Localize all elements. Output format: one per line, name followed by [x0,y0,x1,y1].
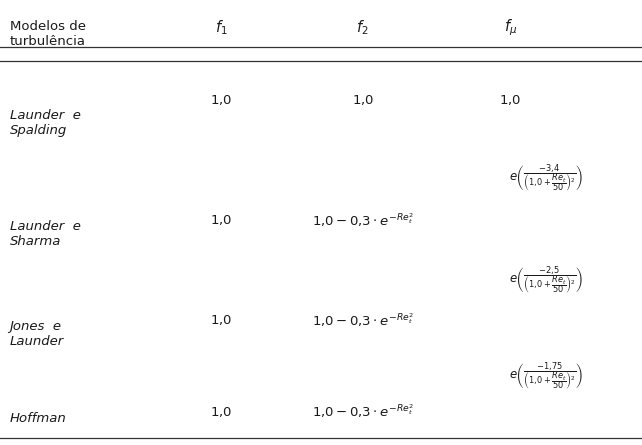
Text: $1{,}0-0{,}3\cdot e^{-Re_t^2}$: $1{,}0-0{,}3\cdot e^{-Re_t^2}$ [311,312,414,329]
Text: $1{,}0$: $1{,}0$ [211,405,232,419]
Text: $1{,}0-0{,}3\cdot e^{-Re_t^2}$: $1{,}0-0{,}3\cdot e^{-Re_t^2}$ [311,403,414,421]
Text: $1{,}0$: $1{,}0$ [499,93,521,107]
Text: Hoffman: Hoffman [10,412,66,425]
Text: $1{,}0$: $1{,}0$ [211,313,232,328]
Text: $1{,}0$: $1{,}0$ [352,93,374,107]
Text: Modelos de
turbulência: Modelos de turbulência [10,20,85,48]
Text: $1{,}0$: $1{,}0$ [211,213,232,227]
Text: $e^{\left(\dfrac{-1{,}75}{\left(1{,}0+\dfrac{Re_t}{50}\right)^{\!2}}\right)}$: $e^{\left(\dfrac{-1{,}75}{\left(1{,}0+\d… [509,360,582,392]
Text: $f_\mu$: $f_\mu$ [504,18,517,38]
Text: Launder  e
Sharma: Launder e Sharma [10,220,80,248]
Text: $1{,}0$: $1{,}0$ [211,93,232,107]
Text: $e^{\left(\dfrac{-3{,}4}{\left(1{,}0+\dfrac{Re_t}{50}\right)^{\!2}}\right)}$: $e^{\left(\dfrac{-3{,}4}{\left(1{,}0+\df… [509,162,582,194]
Text: Launder  e
Spalding: Launder e Spalding [10,109,80,137]
Text: Jones  e
Launder: Jones e Launder [10,320,64,348]
Text: $f_2$: $f_2$ [356,18,369,36]
Text: $e^{\left(\dfrac{-2{,}5}{\left(1{,}0+\dfrac{Re_t}{50}\right)^{\!2}}\right)}$: $e^{\left(\dfrac{-2{,}5}{\left(1{,}0+\df… [509,265,582,296]
Text: $1{,}0-0{,}3\cdot e^{-Re_t^2}$: $1{,}0-0{,}3\cdot e^{-Re_t^2}$ [311,211,414,229]
Text: $f_1$: $f_1$ [215,18,228,36]
